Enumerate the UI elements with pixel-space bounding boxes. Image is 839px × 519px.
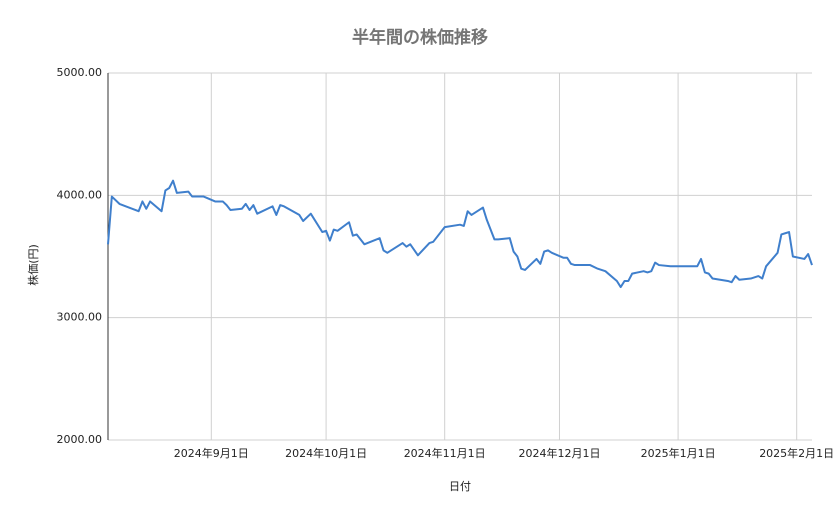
price-line xyxy=(107,179,813,289)
y-tick-label: 3000.00 xyxy=(57,311,103,324)
y-tick-label: 2000.00 xyxy=(57,433,103,446)
x-axis-label: 日付 xyxy=(449,480,471,493)
x-tick-label: 2024年10月1日 xyxy=(285,446,367,460)
x-tick-label: 2025年2月1日 xyxy=(759,446,834,460)
y-tick-label: 4000.00 xyxy=(57,188,103,201)
x-tick-label: 2024年12月1日 xyxy=(518,446,600,460)
y-tick-label: 5000.00 xyxy=(57,66,103,79)
x-tick-label: 2025年1月1日 xyxy=(641,446,716,460)
x-tick-label: 2024年9月1日 xyxy=(174,446,249,460)
chart-title: 半年間の株価推移 xyxy=(352,27,488,48)
y-axis-label: 株価(円) xyxy=(26,244,40,286)
x-tick-label: 2024年11月1日 xyxy=(404,446,486,460)
